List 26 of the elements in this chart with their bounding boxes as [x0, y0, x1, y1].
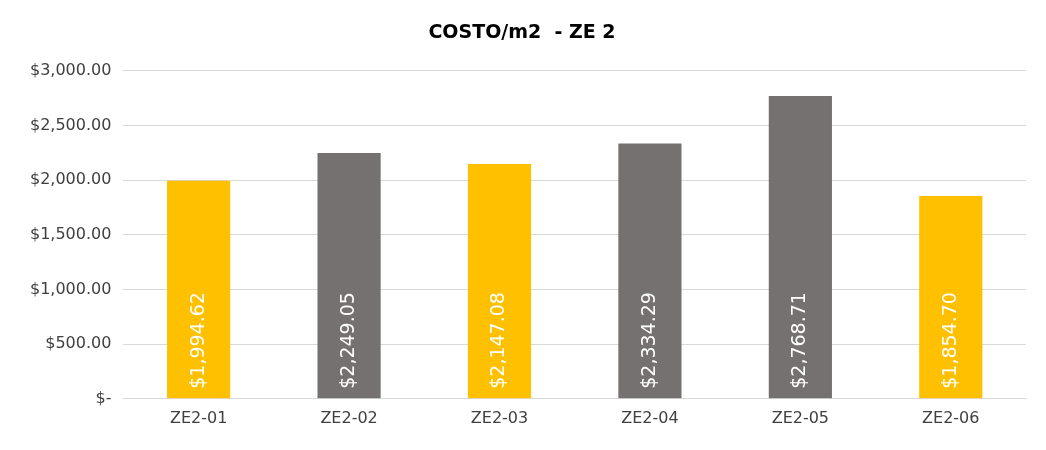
x-tick-label: ZE2-01 [169, 407, 228, 427]
y-tick-label: $1,500.00 [29, 223, 112, 243]
y-tick-label: $500.00 [45, 333, 112, 353]
x-tick-label: ZE2-05 [771, 407, 830, 427]
y-tick-label: $- [95, 387, 112, 407]
bar [919, 196, 983, 399]
data-label: $1,854.70 [937, 292, 960, 389]
bar [618, 143, 682, 399]
data-label: $2,249.05 [336, 292, 359, 389]
y-tick-label: $3,000.00 [29, 59, 112, 79]
data-label: $2,334.29 [636, 292, 659, 389]
bar [317, 152, 381, 399]
x-tick-label: ZE2-03 [470, 407, 529, 427]
y-tick-label: $2,500.00 [29, 114, 112, 134]
data-label: $1,994.62 [185, 292, 208, 389]
chart-title: COSTO/m2 - ZE 2 [428, 20, 616, 43]
x-tick-label: ZE2-06 [922, 407, 980, 427]
x-tick-label: ZE2-04 [621, 407, 679, 427]
bar [467, 164, 532, 399]
x-tick-label: ZE2-02 [320, 407, 378, 427]
bar [768, 96, 832, 399]
y-tick-label: $2,000.00 [29, 169, 112, 189]
data-label: $2,768.71 [787, 292, 810, 389]
data-label: $2,147.08 [486, 292, 509, 389]
bar [167, 180, 231, 399]
y-tick-label: $1,000.00 [29, 278, 112, 298]
